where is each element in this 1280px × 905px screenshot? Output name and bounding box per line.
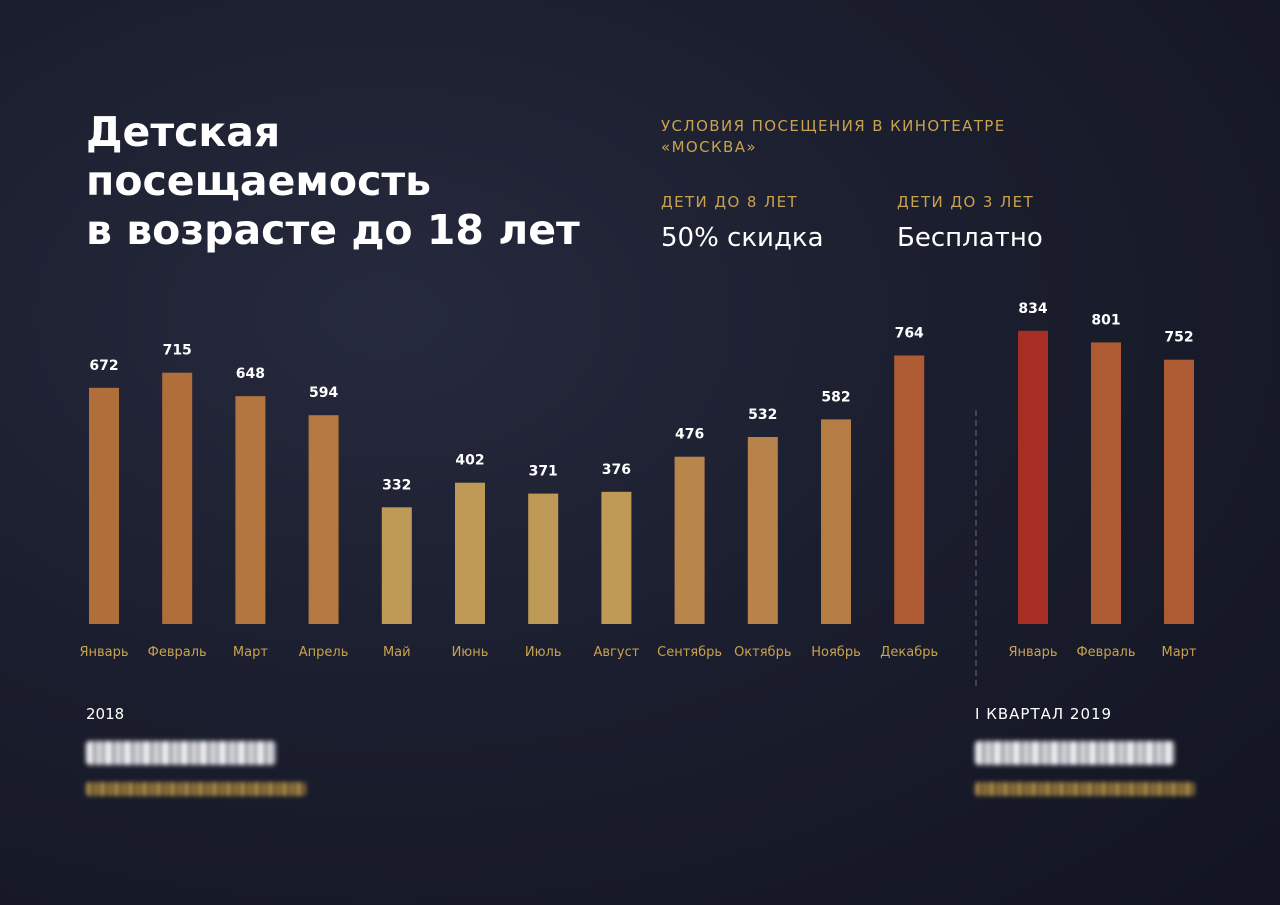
x-tick-label: Январь — [1008, 645, 1057, 660]
redacted-average-2018 — [86, 782, 306, 796]
x-tick-label: Февраль — [148, 645, 207, 660]
bar-2019-1 — [1018, 330, 1048, 624]
bar-2018-9 — [674, 456, 705, 624]
title-line: в возрасте до 18 лет — [86, 206, 580, 254]
page-title: Детская посещаемость в возрасте до 18 ле… — [86, 108, 606, 255]
x-tick-label: Июль — [525, 645, 562, 660]
bar-value-label: 371 — [529, 464, 558, 480]
bar-2018-1 — [89, 387, 119, 624]
bar-value-label: 672 — [89, 358, 118, 374]
bar-2018-12 — [894, 355, 925, 624]
bar-2018-10 — [747, 437, 778, 624]
title-line: Детская — [86, 108, 281, 156]
redacted-total-2018 — [86, 741, 276, 765]
bar-2018-6 — [455, 482, 485, 624]
bar-value-label: 402 — [455, 453, 484, 469]
conditions-heading-line: «МОСКВА» — [661, 138, 757, 156]
bar-value-label: 715 — [163, 343, 192, 359]
title-line: посещаемость — [86, 157, 432, 205]
redacted-total-2019 — [975, 741, 1175, 765]
bar-value-label: 594 — [309, 385, 338, 401]
bar-value-label: 376 — [602, 462, 631, 478]
condition-value: Бесплатно — [897, 223, 1043, 253]
x-tick-label: Август — [593, 645, 639, 660]
x-tick-label: Октябрь — [734, 645, 791, 660]
year-label: 2018 — [86, 705, 125, 723]
bar-value-label: 532 — [748, 407, 777, 423]
bar-value-label: 648 — [236, 366, 265, 382]
conditions-heading-line: УСЛОВИЯ ПОСЕЩЕНИЯ В КИНОТЕАТРЕ — [661, 117, 1006, 135]
x-tick-label: Июнь — [452, 645, 489, 660]
bar-2018-3 — [235, 396, 266, 624]
x-tick-label: Январь — [79, 645, 128, 660]
bar-value-label: 332 — [382, 477, 411, 493]
condition-value: 50% скидка — [661, 223, 824, 253]
x-tick-label: Ноябрь — [811, 645, 860, 660]
bar-2019-3 — [1164, 359, 1194, 624]
bar-2018-5 — [381, 507, 412, 624]
x-tick-label: Сентябрь — [657, 645, 722, 660]
bar-2018-8 — [601, 491, 632, 624]
x-tick-label: Март — [233, 645, 268, 660]
condition-label: ДЕТИ ДО 3 ЛЕТ — [897, 193, 1035, 211]
bar-2018-2 — [162, 372, 193, 624]
condition-under-3: ДЕТИ ДО 3 ЛЕТ Бесплатно — [897, 193, 1043, 253]
bar-2018-4 — [308, 415, 339, 624]
x-tick-label: Апрель — [299, 645, 349, 660]
quarter-label: I КВАРТАЛ 2019 — [975, 705, 1113, 723]
bar-value-label: 476 — [675, 427, 704, 443]
conditions-heading: УСЛОВИЯ ПОСЕЩЕНИЯ В КИНОТЕАТРЕ «МОСКВА» — [661, 116, 1041, 158]
x-tick-label: Февраль — [1076, 645, 1135, 660]
bar-value-label: 752 — [1164, 330, 1193, 346]
x-tick-label: Май — [383, 645, 411, 660]
redacted-average-2019 — [975, 782, 1195, 796]
x-tick-label: Декабрь — [880, 645, 938, 660]
condition-label: ДЕТИ ДО 8 ЛЕТ — [661, 193, 799, 211]
bar-value-label: 801 — [1091, 312, 1120, 328]
bar-value-label: 764 — [895, 326, 924, 342]
condition-under-8: ДЕТИ ДО 8 ЛЕТ 50% скидка — [661, 193, 824, 253]
bar-2018-7 — [528, 493, 559, 624]
bar-value-label: 834 — [1018, 301, 1047, 317]
bar-value-label: 582 — [821, 389, 850, 405]
bar-2018-11 — [821, 419, 851, 624]
x-tick-label: Март — [1161, 645, 1196, 660]
bar-2019-2 — [1091, 342, 1121, 624]
